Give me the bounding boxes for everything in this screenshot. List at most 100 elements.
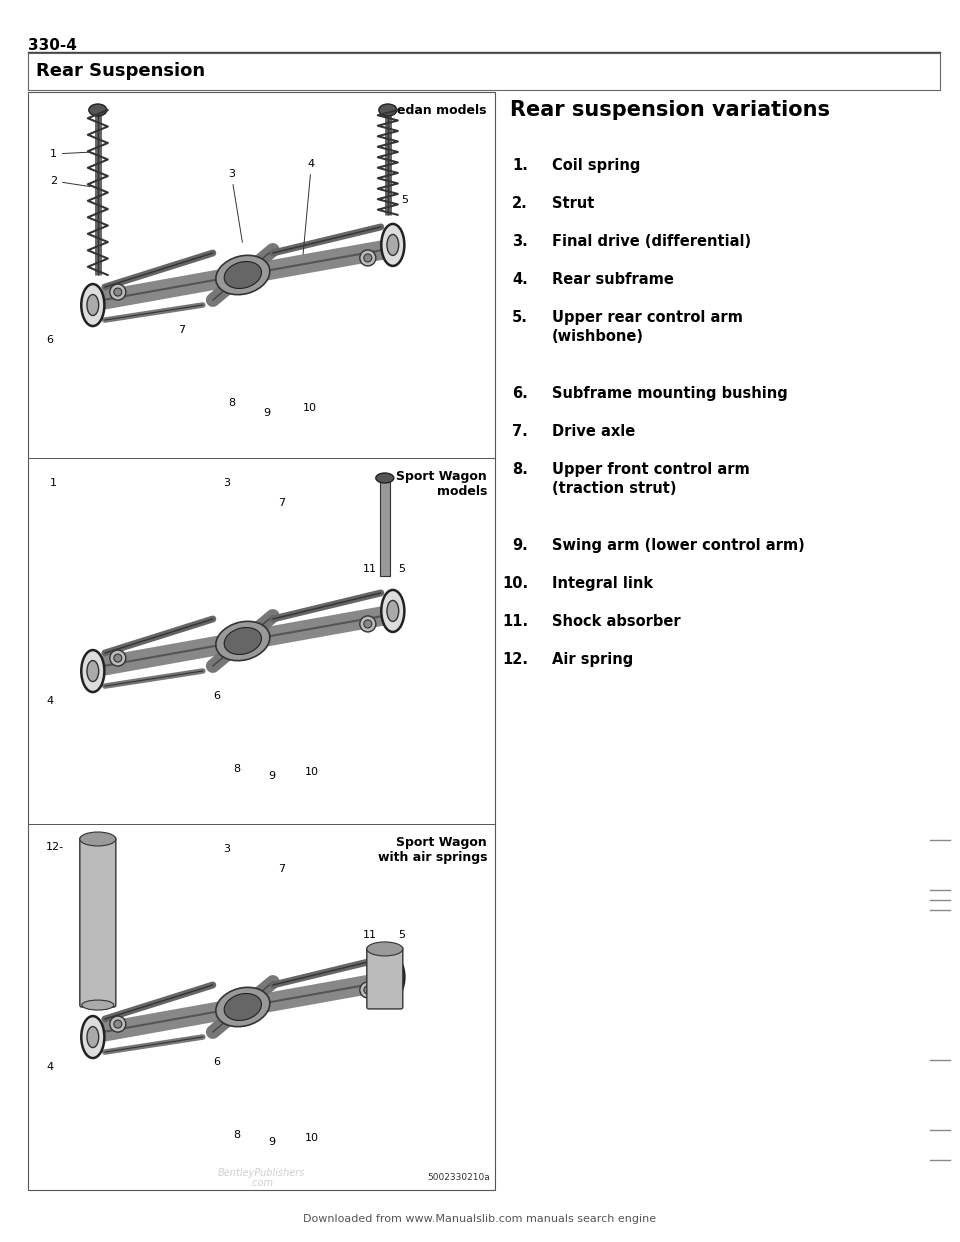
Ellipse shape [225,994,261,1021]
Text: 1: 1 [50,478,57,488]
Ellipse shape [82,1016,105,1058]
Text: Air spring: Air spring [552,652,634,667]
Ellipse shape [360,982,375,997]
Text: 1: 1 [50,149,90,159]
Text: Rear Suspension: Rear Suspension [36,62,205,81]
Ellipse shape [216,987,270,1027]
Text: 11: 11 [363,930,377,940]
Ellipse shape [360,250,375,266]
Ellipse shape [87,661,99,682]
Text: 12-: 12- [46,842,64,852]
Ellipse shape [387,966,398,987]
Ellipse shape [381,590,404,632]
Text: Subframe mounting bushing: Subframe mounting bushing [552,386,788,401]
Ellipse shape [225,262,261,288]
Text: 8: 8 [228,397,235,409]
Text: Final drive (differential): Final drive (differential) [552,233,751,248]
Text: 5: 5 [397,564,405,574]
Text: 6: 6 [46,335,53,345]
Text: 6.: 6. [513,386,528,401]
Text: Strut: Strut [552,196,594,211]
Text: Rear subframe: Rear subframe [552,272,674,287]
Ellipse shape [80,832,116,846]
Text: Drive axle: Drive axle [552,424,636,438]
Ellipse shape [82,1000,114,1010]
Ellipse shape [109,650,126,666]
FancyBboxPatch shape [80,837,116,1007]
Ellipse shape [216,621,270,661]
Ellipse shape [82,650,105,692]
Ellipse shape [379,104,396,116]
Text: 8: 8 [233,1130,240,1140]
Text: 5002330210a: 5002330210a [427,1172,490,1182]
Text: Sport Wagon
with air springs: Sport Wagon with air springs [377,836,487,864]
Text: 3: 3 [228,169,242,242]
Ellipse shape [114,655,122,662]
Ellipse shape [89,104,107,116]
Ellipse shape [216,256,270,294]
Ellipse shape [364,620,372,628]
Bar [28,53,940,89]
Text: Sedan models: Sedan models [389,104,487,117]
Text: 3: 3 [223,845,229,854]
Text: 10: 10 [302,402,317,414]
Ellipse shape [381,956,404,997]
Text: 10: 10 [305,768,319,777]
Text: 2: 2 [50,176,90,186]
Ellipse shape [109,284,126,301]
FancyBboxPatch shape [367,946,403,1009]
Text: 6: 6 [213,1057,220,1067]
Text: 7: 7 [277,864,285,874]
Text: 7.: 7. [513,424,528,438]
Text: 330-4: 330-4 [28,39,77,53]
Text: 4: 4 [303,159,315,255]
Ellipse shape [109,1016,126,1032]
Text: 3: 3 [223,478,229,488]
Text: Rear suspension variations: Rear suspension variations [510,101,830,120]
Text: Upper front control arm
(traction strut): Upper front control arm (traction strut) [552,462,750,497]
Ellipse shape [360,616,375,632]
Text: BentleyPublishers: BentleyPublishers [218,1167,305,1177]
Text: 5.: 5. [512,310,528,325]
Ellipse shape [387,600,398,621]
Ellipse shape [114,288,122,296]
Text: Coil spring: Coil spring [552,158,640,173]
Text: 4: 4 [46,696,53,705]
Ellipse shape [364,986,372,994]
Text: 3.: 3. [513,233,528,248]
Text: 9: 9 [268,771,275,781]
Ellipse shape [387,235,398,256]
Text: 8: 8 [233,764,240,774]
Text: 7: 7 [178,325,185,335]
Text: 7: 7 [277,498,285,508]
Text: 10.: 10. [502,576,528,591]
Ellipse shape [114,1020,122,1028]
Text: 5: 5 [401,195,408,205]
Ellipse shape [375,473,394,483]
Text: 1.: 1. [512,158,528,173]
Text: 4: 4 [46,1062,53,1072]
Ellipse shape [225,627,261,655]
Text: 8.: 8. [512,462,528,477]
Ellipse shape [82,284,105,327]
Text: 9: 9 [263,409,270,419]
Text: 12.: 12. [502,652,528,667]
Ellipse shape [367,941,403,956]
Ellipse shape [364,253,372,262]
Text: 6: 6 [213,691,220,700]
Text: Downloaded from www.Manualslib.com manuals search engine: Downloaded from www.Manualslib.com manua… [303,1213,657,1225]
Text: 4.: 4. [513,272,528,287]
Text: Integral link: Integral link [552,576,653,591]
Text: 9: 9 [268,1136,275,1148]
Text: 2.: 2. [513,196,528,211]
Text: Swing arm (lower control arm): Swing arm (lower control arm) [552,538,804,553]
Text: Sport Wagon
models: Sport Wagon models [396,469,487,498]
Text: 10: 10 [305,1133,319,1143]
Bar [380,478,390,576]
Text: 11: 11 [363,564,377,574]
Text: Shock absorber: Shock absorber [552,614,681,628]
Bar [28,92,495,1190]
Text: Upper rear control arm
(wishbone): Upper rear control arm (wishbone) [552,310,743,344]
Text: 11.: 11. [502,614,528,628]
Text: 9.: 9. [513,538,528,553]
